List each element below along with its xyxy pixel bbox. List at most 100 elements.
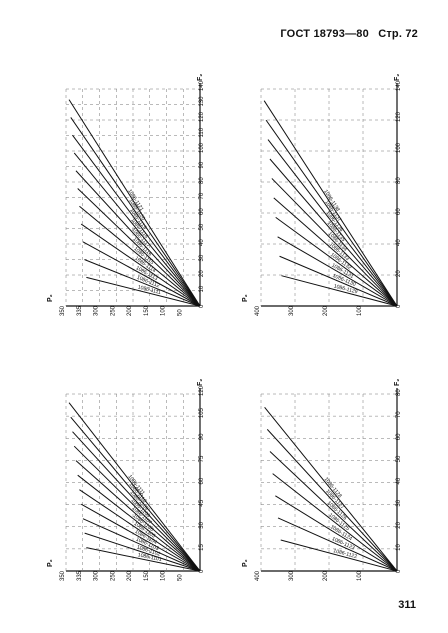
x-tick-label: 130 <box>199 96 205 107</box>
x-tick-label: 10 <box>396 544 402 551</box>
x-tick-label: 40 <box>396 239 402 246</box>
x-tick-label: 80 <box>199 177 205 184</box>
x-tick-label: 140 <box>396 80 402 91</box>
x-axis-label: F₂ <box>394 74 401 81</box>
x-tick-label: 50 <box>199 223 205 230</box>
nomogram-chart-4: 020406080100120140100200300400F₂P₂1086-1… <box>242 74 402 316</box>
series-line <box>84 532 201 572</box>
series-line <box>82 518 201 572</box>
series-line <box>84 259 201 307</box>
y-axis-label: P₂ <box>47 559 54 567</box>
x-tick-label: 10 <box>199 285 205 292</box>
y-tick-label: 250 <box>110 570 116 581</box>
series-line <box>269 158 398 307</box>
series-line <box>281 275 398 307</box>
x-tick-label: 80 <box>396 389 402 396</box>
y-tick-label: 200 <box>323 305 329 316</box>
series-line <box>77 474 201 572</box>
nomogram-chart-3: 0 10 20 30 40 50 60 70 80 90 100 110 120 130 140 50 100 1… <box>47 74 205 316</box>
series-line <box>266 429 398 572</box>
x-tick-label: 30 <box>396 499 402 506</box>
series-line <box>82 241 201 307</box>
y-tick-label: 100 <box>357 570 363 581</box>
x-tick-label: 90 <box>199 433 205 440</box>
x-tick-label: 0 <box>396 304 402 308</box>
x-tick-label: 100 <box>199 142 205 153</box>
series-line <box>272 473 398 572</box>
x-tick-label: 70 <box>396 411 402 418</box>
x-tick-label: 60 <box>396 433 402 440</box>
x-tick-label: 30 <box>199 521 205 528</box>
x-tick-label: 75 <box>199 455 205 462</box>
series-label: 1086-1122 <box>333 548 358 560</box>
y-axis-label: P₂ <box>242 294 249 302</box>
x-tick-label: 105 <box>199 407 205 418</box>
series-line <box>86 276 201 307</box>
series-line <box>68 99 201 307</box>
nomogram-chart-1: 0 15 30 45 60 75 90 105 120 50 100 150 200 250 300 335 3… <box>47 379 205 581</box>
series-line <box>79 205 201 307</box>
x-tick-label: 40 <box>199 239 205 246</box>
page-header: ГОСТ 18793—80 Стр. 72 <box>274 28 418 40</box>
series-line <box>267 139 398 307</box>
x-tick-label: 60 <box>199 477 205 484</box>
series-line <box>269 451 398 572</box>
x-tick-label: 20 <box>396 270 402 277</box>
standard-code: ГОСТ 18793—80 <box>280 28 369 40</box>
series-label: 1086-1111 <box>137 284 162 296</box>
y-tick-label: 250 <box>110 305 116 316</box>
y-tick-label: 300 <box>289 570 295 581</box>
series-line <box>73 152 201 307</box>
y-tick-label: 335 <box>77 570 83 581</box>
series-line <box>70 416 201 572</box>
page-number: 311 <box>398 599 416 611</box>
series-line <box>275 216 398 307</box>
x-tick-label: 120 <box>396 111 402 122</box>
x-tick-label: 110 <box>199 127 205 137</box>
x-tick-label: 40 <box>396 477 402 484</box>
x-tick-label: 120 <box>199 111 205 122</box>
series-line <box>80 223 201 307</box>
x-tick-label: 0 <box>199 304 205 308</box>
x-tick-label: 70 <box>199 192 205 199</box>
series-line <box>271 178 398 307</box>
y-tick-label: 100 <box>357 305 363 316</box>
series-line <box>77 188 201 307</box>
series-line <box>70 117 201 307</box>
y-tick-label: 300 <box>94 305 100 316</box>
x-tick-label: 60 <box>396 208 402 215</box>
x-tick-label: 0 <box>199 569 205 573</box>
y-tick-label: 350 <box>60 305 66 316</box>
y-tick-label: 150 <box>144 570 150 581</box>
x-tick-label: 0 <box>396 569 402 573</box>
series-label: 1086-1101 <box>137 552 162 563</box>
series-line <box>263 100 398 307</box>
y-tick-label: 335 <box>77 305 83 316</box>
x-tick-label: 80 <box>396 177 402 184</box>
y-tick-label: 350 <box>60 570 66 581</box>
series-line <box>273 197 398 307</box>
series-line <box>75 460 201 572</box>
y-tick-label: 300 <box>94 570 100 581</box>
y-tick-label: 400 <box>255 305 261 316</box>
series-line <box>275 495 398 572</box>
x-tick-label: 45 <box>199 499 205 506</box>
x-tick-label: 100 <box>396 142 402 153</box>
series-line <box>86 547 201 572</box>
page-label: Стр. 72 <box>378 28 418 40</box>
series-line <box>80 503 201 572</box>
series-line <box>279 255 398 307</box>
series-line <box>68 402 201 572</box>
x-tick-label: 15 <box>199 544 205 551</box>
x-tick-label: 120 <box>199 385 205 396</box>
series-line <box>75 170 201 307</box>
x-tick-label: 60 <box>199 208 205 215</box>
y-tick-label: 150 <box>144 305 150 316</box>
x-tick-label: 140 <box>199 80 205 91</box>
y-tick-label: 200 <box>127 570 133 581</box>
series-line <box>72 134 201 307</box>
x-tick-label: 20 <box>199 270 205 277</box>
y-tick-label: 100 <box>161 570 167 581</box>
y-tick-label: 200 <box>323 570 329 581</box>
series-line <box>264 406 398 572</box>
